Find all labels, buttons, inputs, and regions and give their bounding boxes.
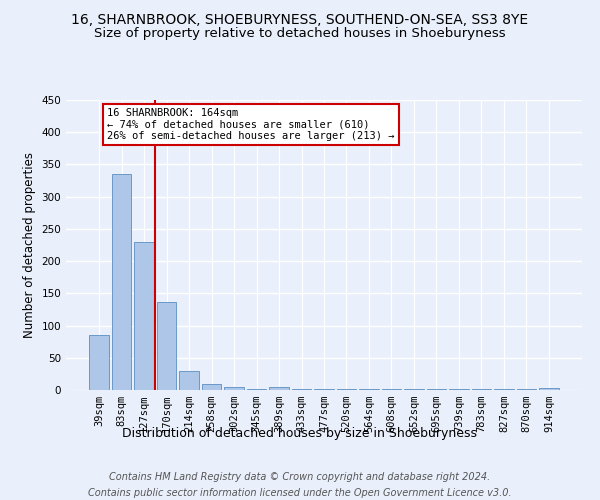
Bar xyxy=(134,242,154,390)
Bar xyxy=(269,388,289,390)
Bar xyxy=(202,384,221,390)
Text: 16 SHARNBROOK: 164sqm
← 74% of detached houses are smaller (610)
26% of semi-det: 16 SHARNBROOK: 164sqm ← 74% of detached … xyxy=(107,108,394,141)
Text: Contains HM Land Registry data © Crown copyright and database right 2024.: Contains HM Land Registry data © Crown c… xyxy=(109,472,491,482)
Bar xyxy=(112,174,131,390)
Bar xyxy=(157,302,176,390)
Bar xyxy=(224,387,244,390)
Bar xyxy=(247,388,266,390)
Text: Contains public sector information licensed under the Open Government Licence v3: Contains public sector information licen… xyxy=(88,488,512,498)
Text: Distribution of detached houses by size in Shoeburyness: Distribution of detached houses by size … xyxy=(122,428,478,440)
Y-axis label: Number of detached properties: Number of detached properties xyxy=(23,152,36,338)
Bar xyxy=(89,335,109,390)
Text: 16, SHARNBROOK, SHOEBURYNESS, SOUTHEND-ON-SEA, SS3 8YE: 16, SHARNBROOK, SHOEBURYNESS, SOUTHEND-O… xyxy=(71,12,529,26)
Bar xyxy=(179,370,199,390)
Text: Size of property relative to detached houses in Shoeburyness: Size of property relative to detached ho… xyxy=(94,28,506,40)
Bar xyxy=(539,388,559,390)
Bar xyxy=(449,388,469,390)
Bar xyxy=(314,388,334,390)
